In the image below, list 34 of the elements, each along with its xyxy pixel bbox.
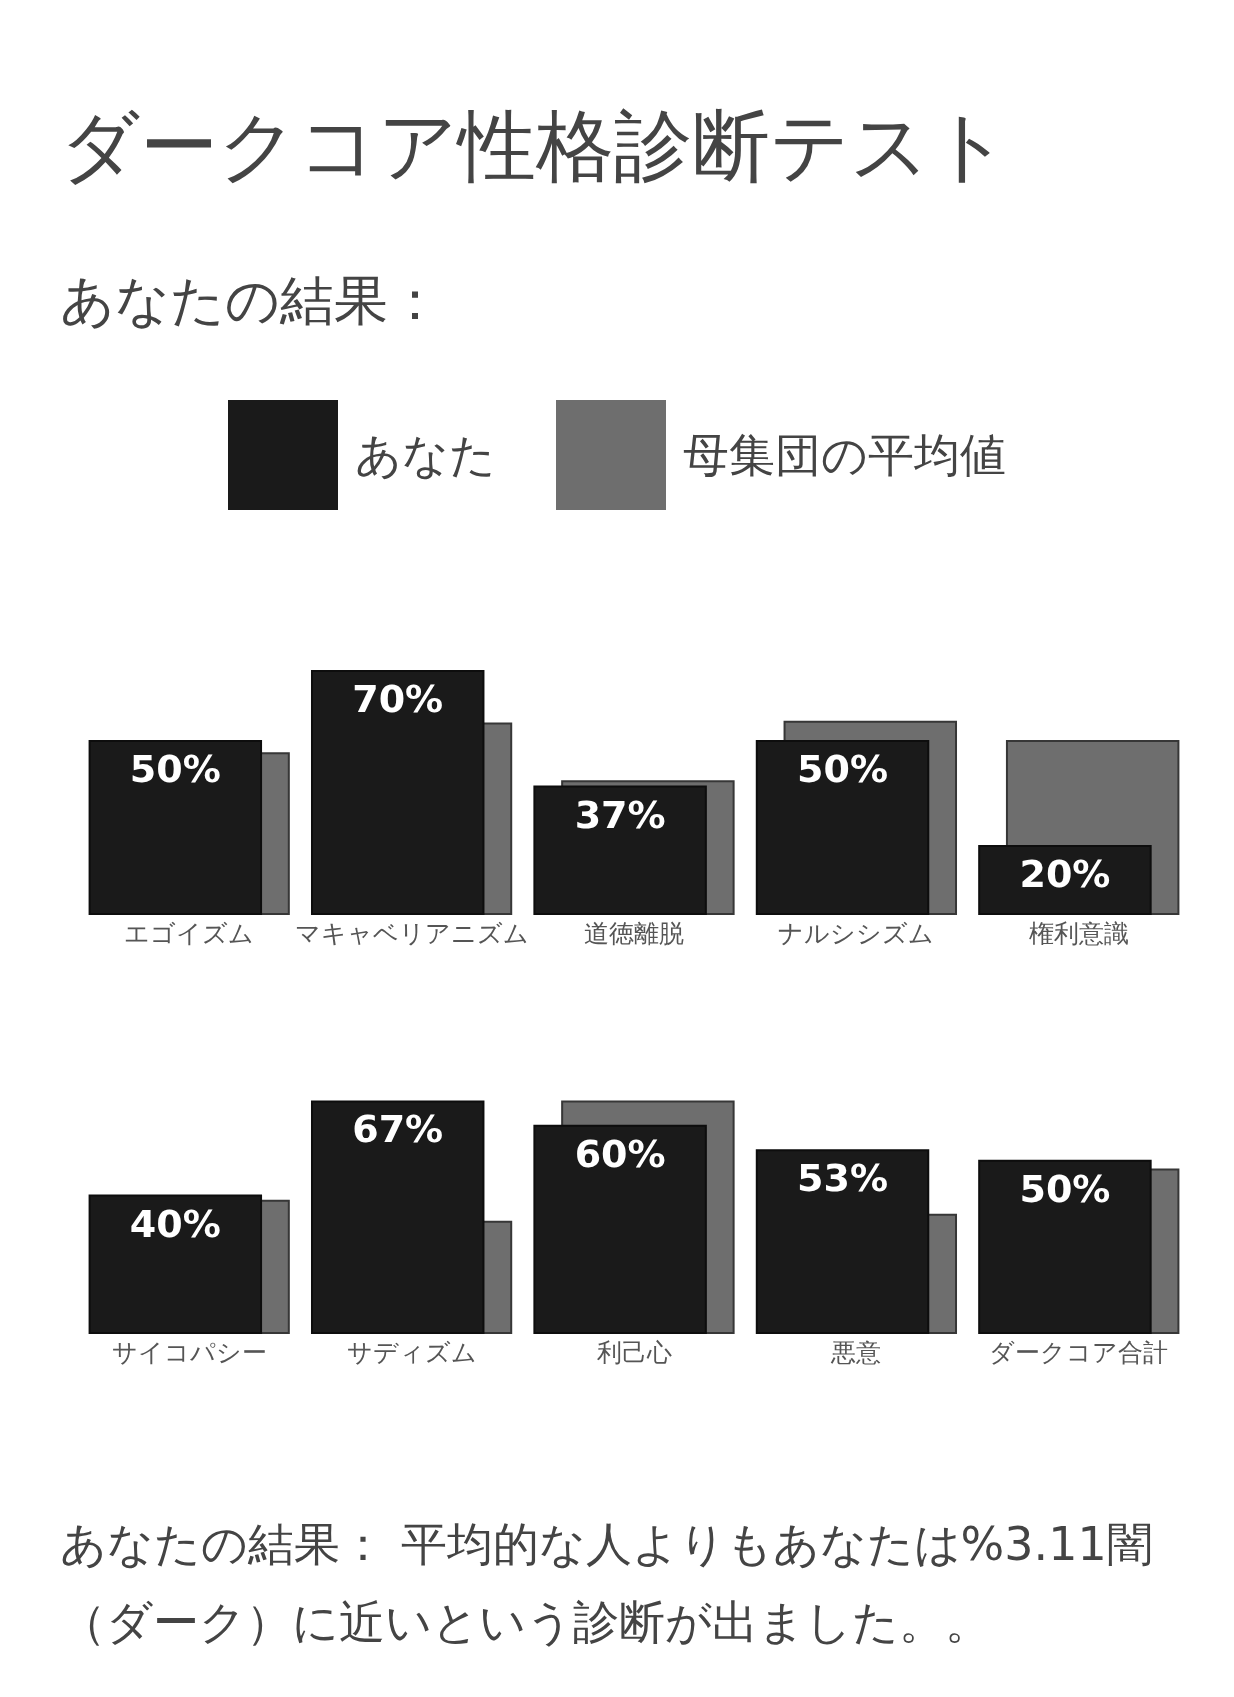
legend-label: あなた (355, 428, 496, 482)
x-tick-label: エゴイズム (124, 919, 255, 948)
data-label: 50% (797, 747, 889, 791)
x-tick-label: ナルシシズム (778, 919, 935, 948)
bar (755, 1149, 930, 1334)
bar (533, 1124, 707, 1334)
data-label: 60% (574, 1131, 666, 1176)
x-tick-label: 利己心 (596, 1338, 672, 1367)
data-label: 40% (129, 1201, 221, 1246)
bar (88, 740, 263, 915)
x-tick-label: 権利意識 (1028, 919, 1129, 948)
data-label: 50% (1019, 1166, 1111, 1211)
bar (978, 1159, 1152, 1334)
bar (755, 740, 930, 915)
x-tick-label: サイコパシー (111, 1338, 267, 1367)
bar (88, 1194, 263, 1334)
x-tick-label: マキャベリアニズム (294, 919, 529, 948)
bar (533, 785, 707, 915)
bar (310, 1100, 485, 1334)
data-label: 67% (352, 1107, 444, 1152)
x-tick-label: 道徳離脱 (584, 919, 684, 948)
x-tick-label: ダークコア合計 (989, 1338, 1169, 1367)
bar (310, 670, 485, 915)
data-label: 53% (797, 1156, 889, 1201)
legend-label: 母集団の平均値 (683, 428, 1006, 482)
chart-title: ダークコア性格診断テスト (60, 100, 1010, 193)
x-tick-label: 悪意 (830, 1338, 882, 1367)
data-label: 20% (1019, 852, 1111, 896)
text: あなたの結果： 平均的な人よりもあなたは%3.11闇（ダーク）に近いという診断が出ました。。 (60, 1516, 1154, 1651)
chart-subtitle: あなたの結果： (60, 268, 442, 334)
data-label: 37% (574, 792, 666, 837)
x-tick-label: サディズム (346, 1338, 477, 1367)
data-label: 50% (129, 747, 221, 791)
data-label: 70% (352, 677, 444, 721)
